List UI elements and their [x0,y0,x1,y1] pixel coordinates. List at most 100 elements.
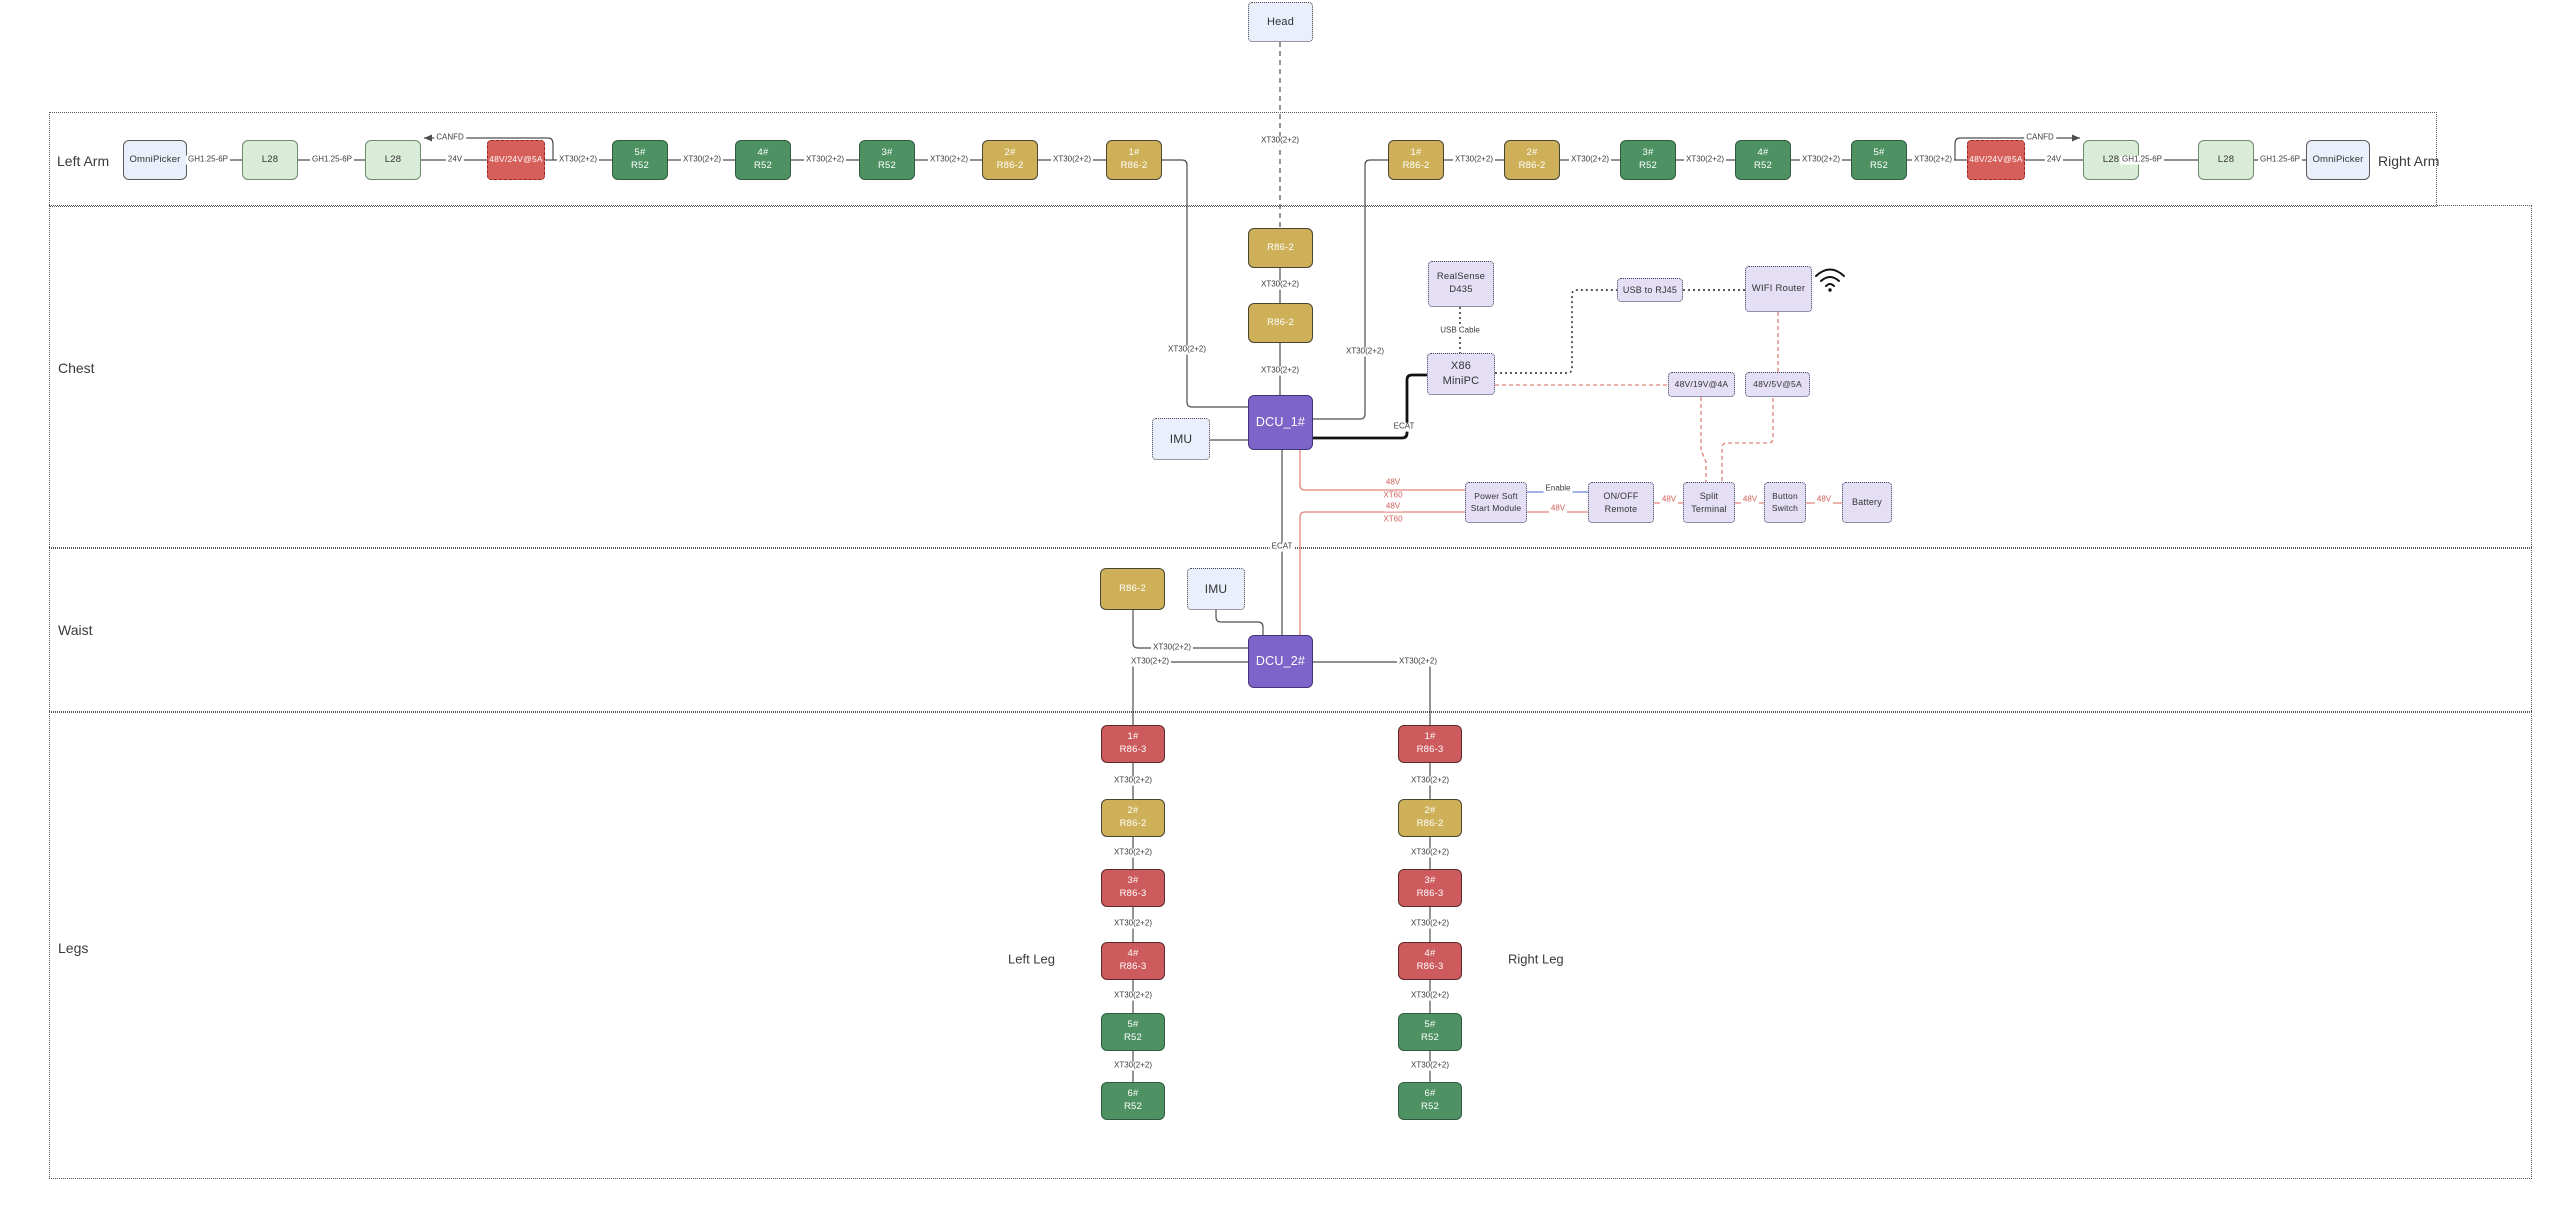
pc-network-wires [1459,289,1745,374]
wire-label-xt30-2-2--20: XT30(2+2) [1258,365,1302,376]
5v-split-wire [1721,398,1774,482]
canfd-arrow-right [2072,134,2080,142]
r86-waist-dcu2-wire [1132,610,1248,649]
wire-label-xt30-2-2--21: XT30(2+2) [1165,344,1209,355]
r52-5-left-node: 5# R52 [612,140,668,180]
section-label-left-arm: Left Arm [57,153,110,169]
section-label-right-leg: Right Leg [1508,951,1564,967]
wire-label-xt30-2-2--44: XT30(2+2) [1408,847,1452,858]
dcdc-right-node: 48V/24V@5A [1967,140,2025,180]
wire-label-gh1-25-6p-16: GH1.25-6P [2119,154,2165,165]
wire-label-xt30-2-2--47: XT30(2+2) [1408,1060,1452,1071]
wire-label-xt60-27: XT60 [1381,490,1405,501]
wire-label-usb-cable-25: USB Cable [1438,325,1482,336]
wire-label-48v-28: 48V [1383,501,1403,512]
right-leg-4-node: 4# R86-3 [1398,942,1462,980]
wire-label-xt30-2-2--7: XT30(2+2) [927,154,971,165]
wire-label-xt30-2-2--42: XT30(2+2) [1111,1060,1155,1071]
wire-label-gh1-25-6p-17: GH1.25-6P [2257,154,2303,165]
dcu2-left-leg-wire [1132,661,1248,725]
canfd-wire-left [424,137,554,160]
wire-label-gh1-25-6p-1: GH1.25-6P [309,154,355,165]
wire-label-48v-32: 48V [1659,494,1679,505]
dcu2-right-leg-wire [1313,661,1431,725]
right-leg-5-node: 5# R52 [1398,1013,1462,1051]
wire-label-48v-26: 48V [1383,477,1403,488]
wire-label-xt30-2-2--10: XT30(2+2) [1568,154,1612,165]
r52-4-left-node: 4# R52 [735,140,791,180]
right-leg-2-node: 2# R86-2 [1398,799,1462,837]
wire-label-ecat-24: ECAT [1269,541,1295,552]
wire-label-xt30-2-2--35: XT30(2+2) [1150,642,1194,653]
right-leg-1-node: 1# R86-3 [1398,725,1462,763]
wire-label-xt30-2-2--45: XT30(2+2) [1408,918,1452,929]
dcdc-5v-node: 48V/5V@5A [1745,372,1810,397]
dcu-1-node: DCU_1# [1248,395,1313,450]
wire-label-48v-34: 48V [1814,494,1834,505]
l28-left-1-node: L28 [242,140,298,180]
wire-label-xt30-2-2--40: XT30(2+2) [1111,918,1155,929]
x86-usbrj45-wire [1495,289,1617,374]
dcdc-left-node: 48V/24V@5A [487,140,545,180]
r52-3-right-node: 3# R52 [1620,140,1676,180]
band-arms [49,112,2437,207]
l28-right-2-node: L28 [2198,140,2254,180]
canfd-arrow-left [424,134,432,142]
r86-waist-node: R86-2 [1100,568,1165,610]
split-terminal-node: Split Terminal [1683,482,1735,523]
wire-label-xt30-2-2--5: XT30(2+2) [680,154,724,165]
wire-label-xt30-2-2--6: XT30(2+2) [803,154,847,165]
wire-label-xt30-2-2--37: XT30(2+2) [1396,656,1440,667]
wire-label-xt30-2-2--39: XT30(2+2) [1111,847,1155,858]
section-label-right-arm: Right Arm [2378,153,2440,169]
dcu-2-node: DCU_2# [1248,635,1313,688]
section-label-waist: Waist [58,622,93,638]
wire-label-24v-15: 24V [2044,154,2064,165]
realsense-d435-node: RealSense D435 [1428,261,1494,307]
usb-to-rj45-node: USB to RJ45 [1617,278,1683,302]
canfd-wire-right [1954,137,2080,160]
right-leg-6-node: 6# R52 [1398,1082,1462,1120]
power-soft-start-node: Power Soft Start Module [1465,482,1527,523]
dcu2-power-wire [1299,511,1465,635]
19v-split-wire [1700,397,1707,482]
left-leg-1-node: 1# R86-3 [1101,725,1165,763]
wire-label-xt30-2-2--41: XT30(2+2) [1111,990,1155,1001]
left-leg-5-node: 5# R52 [1101,1013,1165,1051]
r52-5-right-node: 5# R52 [1851,140,1907,180]
wire-label-xt30-2-2--9: XT30(2+2) [1452,154,1496,165]
wire-label-xt30-2-2--19: XT30(2+2) [1258,279,1302,290]
left-arm-to-dcu1-wire [1162,159,1248,408]
wire-label-gh1-25-6p-0: GH1.25-6P [185,154,231,165]
wire-label-48v-31: 48V [1548,503,1568,514]
r86-chest-2-node: R86-2 [1248,303,1313,343]
omnipicker-right-node: OmniPicker [2306,140,2370,180]
wire-label-xt30-2-2--11: XT30(2+2) [1683,154,1727,165]
head-node: Head [1248,2,1313,42]
ecat-dcu1-x86-wire [1313,373,1427,440]
section-label-legs: Legs [58,940,89,956]
wire-label-xt30-2-2--46: XT30(2+2) [1408,990,1452,1001]
wire-label-xt30-2-2--18: XT30(2+2) [1258,135,1302,146]
r52-3-left-node: 3# R52 [859,140,915,180]
wire-label-xt30-2-2--4: XT30(2+2) [556,154,600,165]
wire-label-xt60-29: XT60 [1381,514,1405,525]
wifi-signal-icon [1815,268,1845,292]
wire-label-canfd-3: CANFD [434,132,466,143]
r86-2-right-node: 2# R86-2 [1504,140,1560,180]
section-label-left-leg: Left Leg [1008,951,1055,967]
battery-node: Battery [1842,482,1892,523]
left-leg-6-node: 6# R52 [1101,1082,1165,1120]
section-label-chest: Chest [58,360,95,376]
wire-label-xt30-2-2--8: XT30(2+2) [1050,154,1094,165]
r86-1-left-node: 1# R86-2 [1106,140,1162,180]
imu-waist-node: IMU [1187,568,1245,610]
wire-label-xt30-2-2--13: XT30(2+2) [1911,154,1955,165]
right-leg-3-node: 3# R86-3 [1398,869,1462,907]
dcdc-19v-node: 48V/19V@4A [1668,372,1735,397]
wire-label-48v-33: 48V [1740,494,1760,505]
wire-label-xt30-2-2--38: XT30(2+2) [1111,775,1155,786]
wifi-router-node: WIFI Router [1745,266,1812,312]
